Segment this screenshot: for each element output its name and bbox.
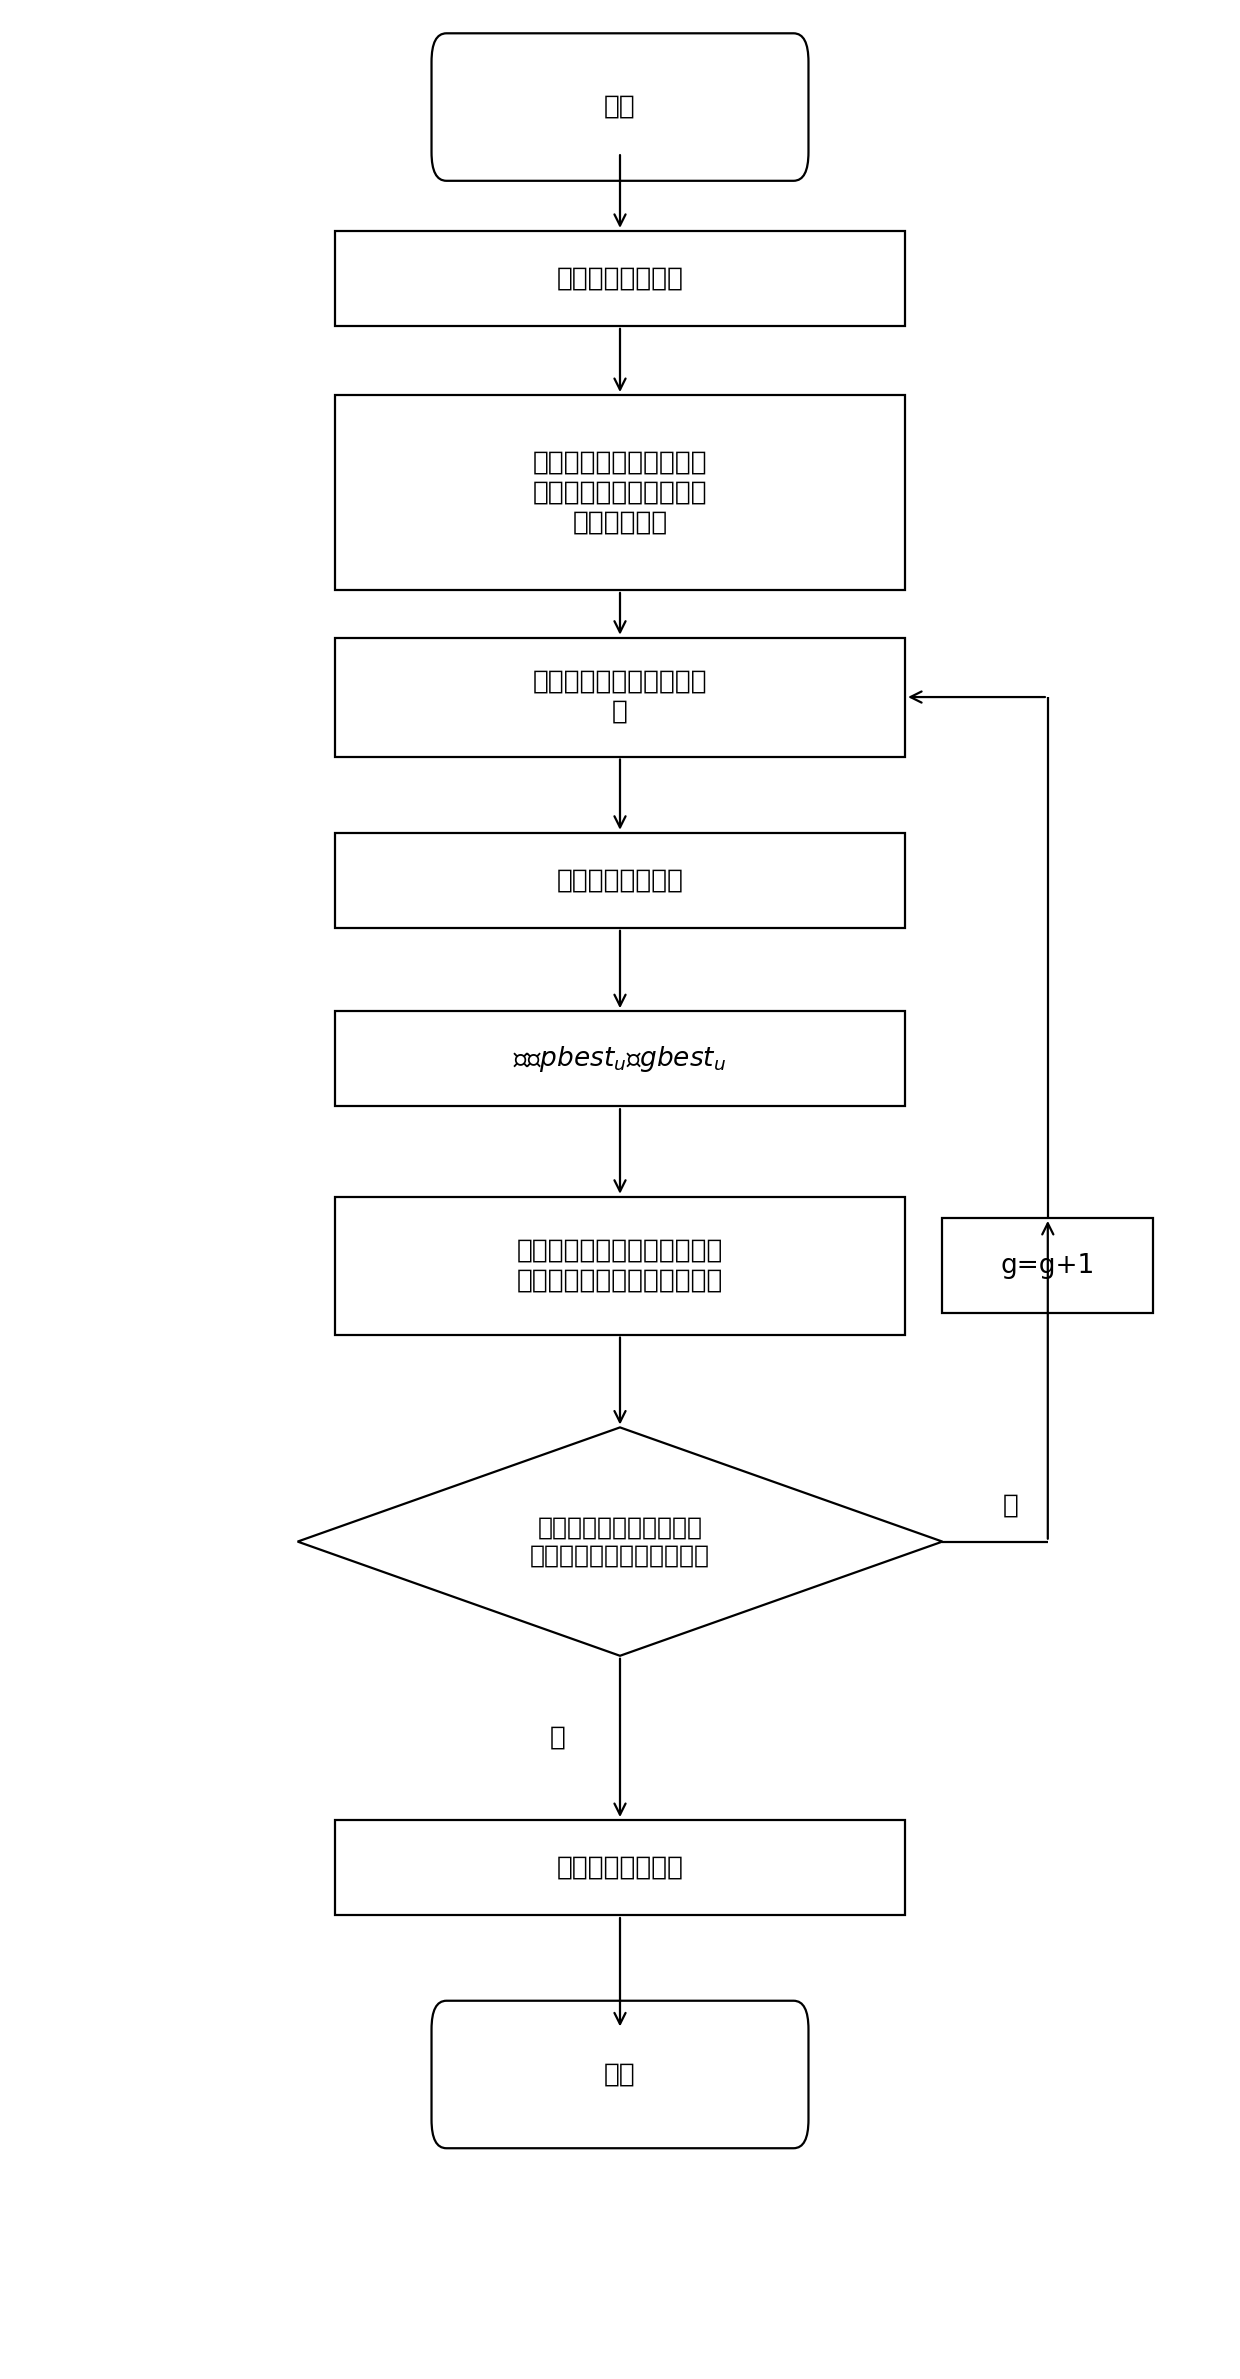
Bar (335, 231, 905, 326)
Bar (335, 833, 905, 928)
Text: 设置粒子的最大速度，全
局最小界限，最大迭代次
数，种群规模: 设置粒子的最大速度，全 局最小界限，最大迭代次 数，种群规模 (533, 450, 707, 535)
Text: 建立日前调度模型: 建立日前调度模型 (557, 266, 683, 290)
Text: g=g+1: g=g+1 (1001, 1254, 1095, 1278)
FancyBboxPatch shape (432, 2001, 808, 2148)
Text: 结束: 结束 (604, 2063, 636, 2086)
Bar (335, 638, 905, 757)
Text: 更新$\mathit{pbest}_u$和$\mathit{gbest}_u$: 更新$\mathit{pbest}_u$和$\mathit{gbest}_u$ (513, 1044, 727, 1073)
Bar (942, 1218, 1153, 1313)
Polygon shape (298, 1427, 942, 1656)
Text: 开始: 开始 (604, 95, 636, 119)
Text: 是: 是 (551, 1725, 565, 1751)
Text: 采用动态惯性权重系数，在每
次迭代中更新粒子速度和位置: 采用动态惯性权重系数，在每 次迭代中更新粒子速度和位置 (517, 1237, 723, 1294)
Bar (335, 1011, 905, 1106)
Text: 是否达到最大迭代次数或
全局最优位置满足最小界限: 是否达到最大迭代次数或 全局最优位置满足最小界限 (529, 1515, 711, 1568)
Text: 计算各粒子适应度: 计算各粒子适应度 (557, 868, 683, 892)
Bar (335, 395, 905, 590)
Bar (335, 1197, 905, 1335)
Text: 初始化各粒子的速度和位
置: 初始化各粒子的速度和位 置 (533, 668, 707, 726)
Text: 输出各变量优化值: 输出各变量优化值 (557, 1856, 683, 1879)
FancyBboxPatch shape (432, 33, 808, 181)
Bar (335, 1820, 905, 1915)
Text: 否: 否 (1003, 1494, 1018, 1518)
